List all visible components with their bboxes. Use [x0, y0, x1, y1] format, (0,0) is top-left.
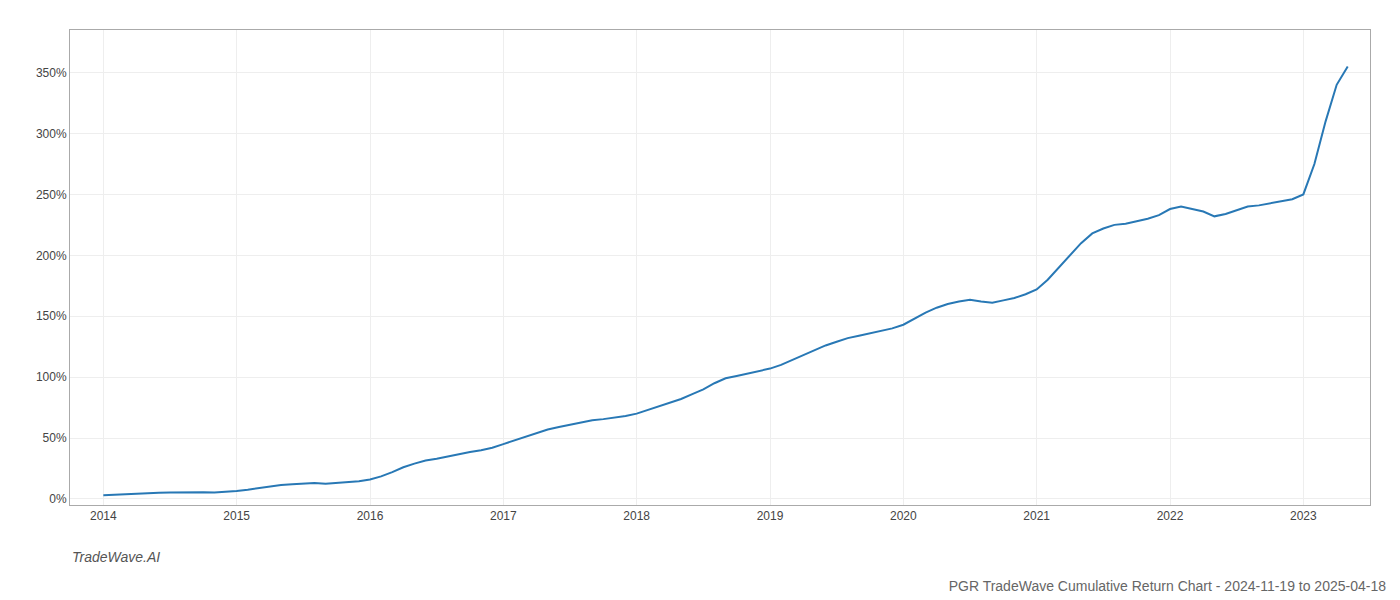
- svg-text:150%: 150%: [36, 309, 67, 323]
- svg-text:2020: 2020: [890, 509, 917, 523]
- svg-text:2014: 2014: [90, 509, 117, 523]
- svg-text:350%: 350%: [36, 66, 67, 80]
- svg-text:2021: 2021: [1023, 509, 1050, 523]
- svg-text:2019: 2019: [757, 509, 784, 523]
- svg-text:250%: 250%: [36, 188, 67, 202]
- svg-text:300%: 300%: [36, 127, 67, 141]
- svg-text:50%: 50%: [43, 431, 67, 445]
- svg-text:100%: 100%: [36, 370, 67, 384]
- svg-text:2023: 2023: [1290, 509, 1317, 523]
- svg-text:2018: 2018: [623, 509, 650, 523]
- svg-text:0%: 0%: [49, 492, 67, 506]
- svg-text:2022: 2022: [1157, 509, 1184, 523]
- svg-text:2016: 2016: [357, 509, 384, 523]
- svg-text:200%: 200%: [36, 249, 67, 263]
- svg-text:2017: 2017: [490, 509, 517, 523]
- svg-text:TradeWave.AI: TradeWave.AI: [72, 549, 160, 565]
- svg-text:PGR TradeWave Cumulative Retur: PGR TradeWave Cumulative Return Chart - …: [949, 578, 1387, 594]
- svg-text:2015: 2015: [223, 509, 250, 523]
